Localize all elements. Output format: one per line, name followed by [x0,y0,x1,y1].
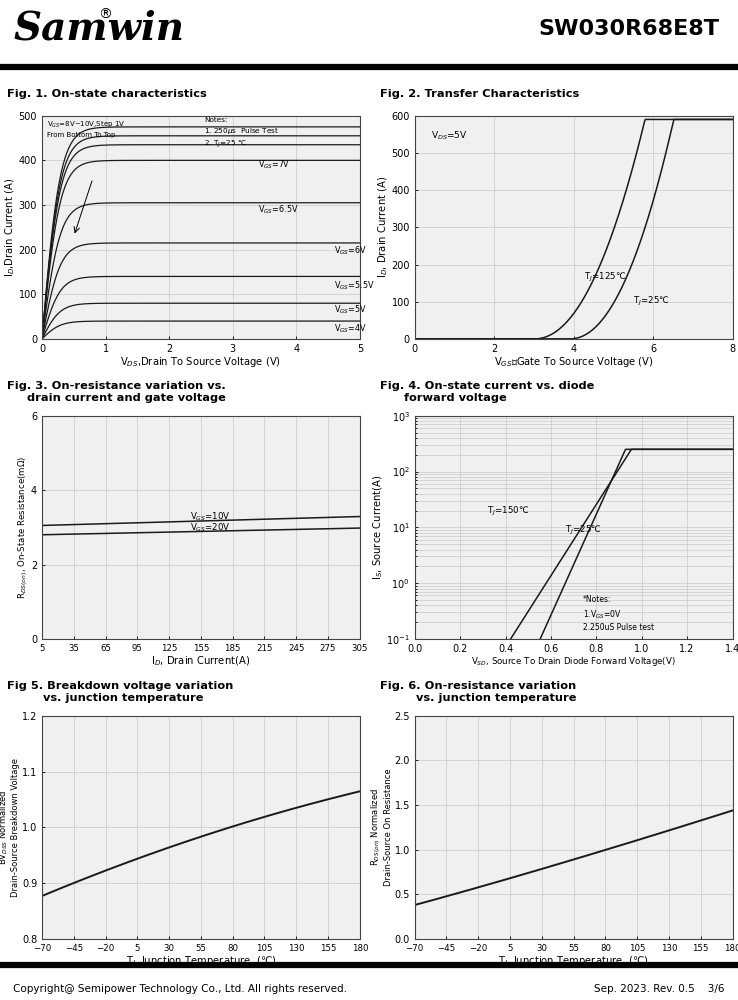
Text: Fig. 3. On-resistance variation vs.
     drain current and gate voltage: Fig. 3. On-resistance variation vs. drai… [7,381,226,403]
Text: V$_{GS}$=5V: V$_{GS}$=5V [334,304,368,316]
Text: V$_{GS}$=7V: V$_{GS}$=7V [258,159,289,171]
Y-axis label: R$_{DS(on)}$ Normalized
Drain-Source On Resistance: R$_{DS(on)}$ Normalized Drain-Source On … [369,769,393,886]
X-axis label: V$_{GS}$，Gate To Source Voltage (V): V$_{GS}$，Gate To Source Voltage (V) [494,355,653,369]
Text: V$_{GS}$=8V~10V,Step 1V
From Bottom To Top: V$_{GS}$=8V~10V,Step 1V From Bottom To T… [47,120,125,138]
Text: Fig 5. Breakdown voltage variation
         vs. junction temperature: Fig 5. Breakdown voltage variation vs. j… [7,681,234,703]
X-axis label: T$_J$, Junction Temperature  (℃): T$_J$, Junction Temperature (℃) [125,954,276,969]
Text: Fig. 2. Transfer Characteristics: Fig. 2. Transfer Characteristics [380,89,579,99]
Y-axis label: I$_D$,Drain Current (A): I$_D$,Drain Current (A) [4,178,17,277]
Text: SW030R68E8T: SW030R68E8T [539,19,720,39]
Text: T$_J$=25℃: T$_J$=25℃ [633,295,670,308]
X-axis label: I$_D$, Drain Current(A): I$_D$, Drain Current(A) [151,654,250,668]
Text: Copyright@ Semipower Technology Co., Ltd. All rights reserved.: Copyright@ Semipower Technology Co., Ltd… [13,984,348,994]
Text: V$_{GS}$=4V: V$_{GS}$=4V [334,323,368,335]
Y-axis label: I$_D$, Drain Current (A): I$_D$, Drain Current (A) [376,176,390,278]
Text: T$_J$=125℃: T$_J$=125℃ [584,271,626,284]
Y-axis label: I$_S$, Source Current(A): I$_S$, Source Current(A) [371,474,384,580]
Text: T$_J$=25℃: T$_J$=25℃ [565,524,601,537]
Text: V$_{GS}$=6V: V$_{GS}$=6V [334,245,368,257]
Text: Samwin: Samwin [13,10,184,48]
X-axis label: T$_J$, Junction Temperature  (℃): T$_J$, Junction Temperature (℃) [498,954,649,969]
Text: ®: ® [98,7,112,21]
Text: *Notes:
1.V$_{GS}$=0V
2.250uS Pulse test: *Notes: 1.V$_{GS}$=0V 2.250uS Pulse test [583,595,654,632]
Text: V$_{GS}$=5.5V: V$_{GS}$=5.5V [334,279,375,292]
Text: T$_J$=150℃: T$_J$=150℃ [487,504,529,518]
Text: V$_{DS}$=5V: V$_{DS}$=5V [430,129,467,142]
Y-axis label: R$_{DS(on)}$, On-State Resistance(m$\Omega$): R$_{DS(on)}$, On-State Resistance(m$\Ome… [15,456,30,599]
Text: V$_{GS}$=20V: V$_{GS}$=20V [190,521,231,534]
Text: Sep. 2023. Rev. 0.5    3/6: Sep. 2023. Rev. 0.5 3/6 [594,984,725,994]
Text: Fig. 6. On-resistance variation
         vs. junction temperature: Fig. 6. On-resistance variation vs. junc… [380,681,576,703]
Text: Fig. 4. On-state current vs. diode
      forward voltage: Fig. 4. On-state current vs. diode forwa… [380,381,594,403]
Text: Fig. 1. On-state characteristics: Fig. 1. On-state characteristics [7,89,207,99]
Y-axis label: BV$_{DSS}$ Normalized
Drain-Source Breakdown Voltage: BV$_{DSS}$ Normalized Drain-Source Break… [0,758,21,897]
X-axis label: V$_{DS}$,Drain To Source Voltage (V): V$_{DS}$,Drain To Source Voltage (V) [120,355,281,369]
X-axis label: V$_{SD}$, Source To Drain Diode Forward Voltage(V): V$_{SD}$, Source To Drain Diode Forward … [472,655,676,668]
Text: Notes:
1. 250$\mu$s  Pulse Test
2. T$_J$=25 ℃: Notes: 1. 250$\mu$s Pulse Test 2. T$_J$=… [204,117,279,150]
Text: V$_{GS}$=10V: V$_{GS}$=10V [190,510,231,523]
Text: V$_{GS}$=6.5V: V$_{GS}$=6.5V [258,203,299,216]
